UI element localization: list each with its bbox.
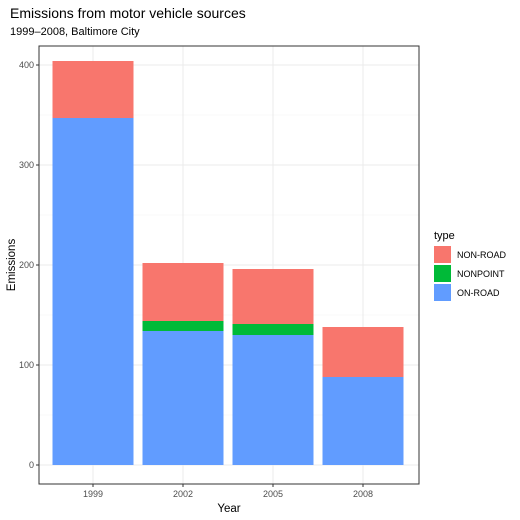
bar-non-road-2002 — [142, 263, 224, 321]
chart-subtitle: 1999–2008, Baltimore City — [10, 26, 140, 38]
y-tick-label: 100 — [19, 360, 34, 370]
bars-group — [52, 61, 404, 465]
bar-non-road-2005 — [232, 269, 314, 324]
legend: type NON-ROAD NONPOINT ON-ROAD — [434, 230, 506, 301]
y-tick-label: 200 — [19, 260, 34, 270]
legend-key-non-road — [434, 246, 451, 263]
bar-non-road-1999 — [52, 61, 134, 118]
x-tick-label: 2008 — [353, 489, 373, 499]
x-tick-label: 2002 — [173, 489, 193, 499]
legend-title: type — [434, 230, 455, 242]
x-tick-label: 1999 — [83, 489, 103, 499]
bar-on-road-1999 — [52, 118, 134, 465]
bar-on-road-2005 — [232, 335, 314, 465]
y-tick-label: 300 — [19, 160, 34, 170]
bar-on-road-2002 — [142, 331, 224, 465]
x-axis-title: Year — [217, 503, 240, 515]
legend-label: NONPOINT — [457, 269, 505, 279]
bar-nonpoint-2005 — [232, 324, 314, 335]
legend-key-on-road — [434, 284, 451, 301]
bar-non-road-2008 — [322, 327, 404, 377]
chart-title: Emissions from motor vehicle sources — [10, 5, 246, 21]
bar-nonpoint-2002 — [142, 321, 224, 331]
legend-key-nonpoint — [434, 265, 451, 282]
y-axis-title: Emissions — [6, 239, 18, 292]
y-tick-label: 0 — [29, 460, 34, 470]
x-tick-label: 2005 — [263, 489, 283, 499]
legend-label: ON-ROAD — [457, 288, 500, 298]
axes-group: 0 100 200 300 400 1999 2002 2005 2008 — [19, 45, 420, 499]
y-tick-label: 400 — [19, 60, 34, 70]
legend-label: NON-ROAD — [457, 250, 506, 260]
bar-on-road-2008 — [322, 377, 404, 465]
